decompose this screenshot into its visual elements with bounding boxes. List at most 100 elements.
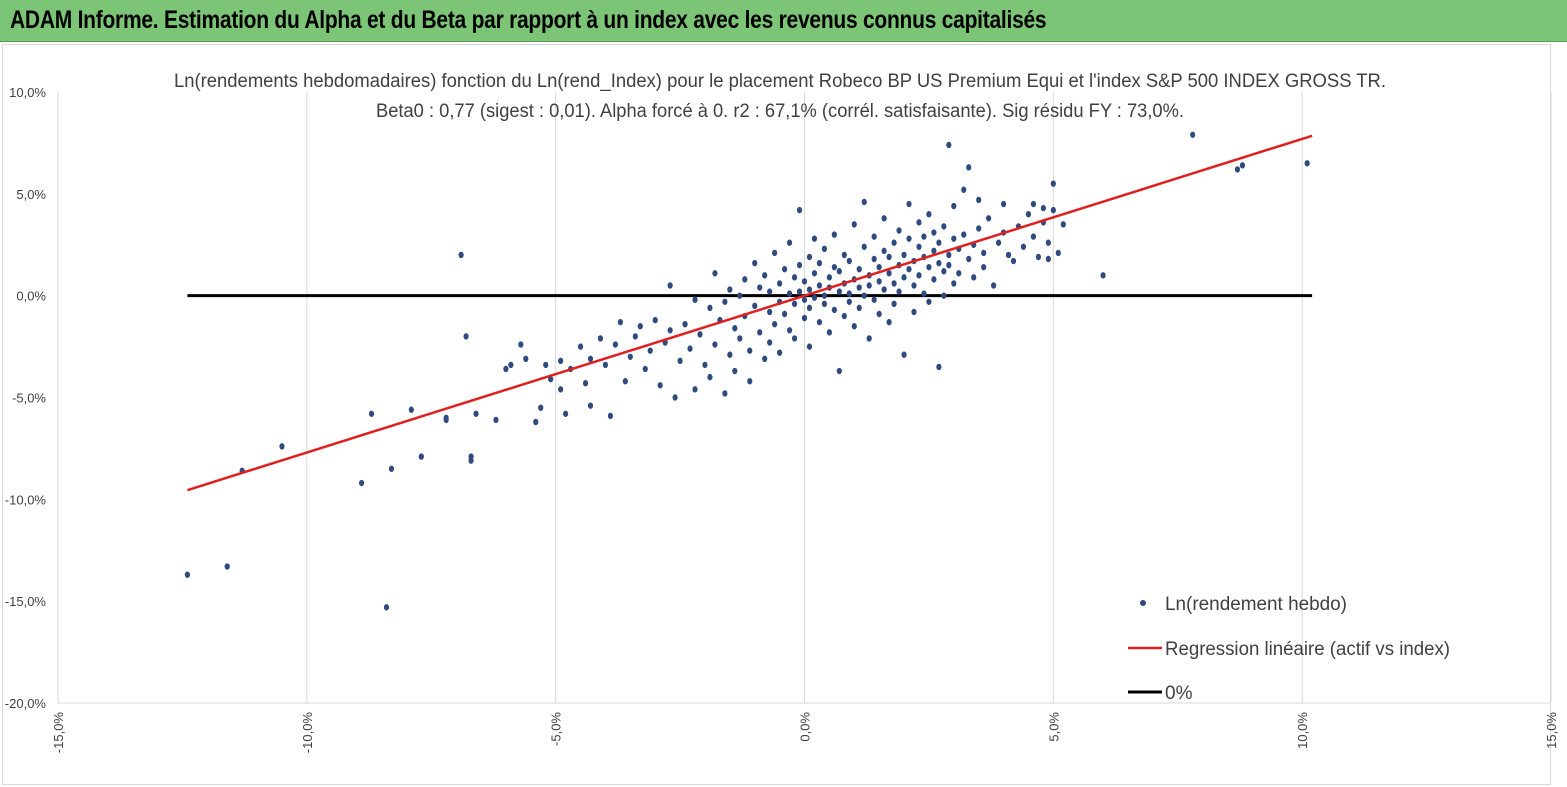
data-point-156	[891, 239, 897, 246]
data-point-186	[941, 223, 947, 230]
data-point-32	[587, 355, 594, 363]
data-point-71	[742, 276, 748, 283]
data-point-224	[1050, 180, 1056, 187]
regression-line	[187, 134, 1313, 492]
data-point-145	[871, 233, 877, 240]
data-point-147	[876, 263, 882, 271]
data-point-35	[602, 361, 609, 369]
data-point-206	[986, 215, 992, 222]
data-point-165	[906, 235, 912, 242]
data-point-174	[921, 290, 927, 297]
data-point-170	[916, 243, 922, 250]
data-point-107	[811, 270, 818, 277]
data-point-211	[1005, 251, 1012, 259]
data-point-48	[667, 282, 673, 289]
data-point-77	[757, 329, 763, 336]
data-point-19	[508, 361, 514, 369]
data-point-216	[1030, 233, 1037, 240]
y-tick-labels: 10,0% 5,0% 0,0% -5,0% -10,0% -15,0% -20,0%	[5, 85, 47, 711]
data-point-142	[866, 282, 872, 289]
data-point-103	[806, 253, 813, 261]
data-point-143	[871, 255, 877, 263]
data-point-120	[831, 306, 837, 314]
data-point-201	[971, 274, 977, 281]
chart-subtitle: Beta0 : 0,77 (sigest : 0,01). Alpha forc…	[376, 101, 1184, 122]
data-point-93	[786, 239, 793, 246]
data-point-13	[463, 333, 469, 340]
data-point-15	[468, 453, 474, 460]
data-point-181	[931, 229, 937, 236]
data-point-3	[279, 443, 285, 450]
data-point-161	[901, 251, 907, 259]
data-point-207	[991, 282, 997, 289]
data-point-159	[896, 227, 902, 234]
data-point-134	[856, 284, 862, 291]
data-point-106	[806, 343, 813, 350]
data-point-149	[881, 247, 887, 255]
data-point-95	[791, 300, 798, 308]
data-point-27	[558, 386, 564, 393]
data-point-187	[941, 292, 947, 299]
x-tick-label-4: 5,0%	[1046, 712, 1061, 742]
regression-layer	[187, 134, 1313, 492]
data-point-96	[791, 335, 798, 342]
chart-title: Ln(rendements hebdomadaires) fonction du…	[174, 71, 1386, 92]
data-point-37	[612, 341, 618, 348]
data-point-157	[891, 300, 897, 308]
data-point-56	[697, 331, 703, 338]
data-point-109	[811, 235, 818, 242]
data-point-100	[801, 314, 808, 322]
data-point-50	[672, 394, 678, 401]
gridlines	[57, 92, 1552, 703]
data-point-57	[702, 361, 708, 369]
data-point-74	[747, 347, 753, 354]
data-point-24	[543, 361, 549, 369]
y-tick-label-5: -15,0%	[5, 594, 47, 609]
data-point-218	[1035, 253, 1042, 261]
data-point-31	[582, 380, 589, 387]
data-point-160	[896, 288, 902, 295]
data-point-89	[781, 265, 788, 273]
data-point-208	[995, 239, 1002, 246]
data-point-4	[358, 479, 365, 487]
data-point-33	[587, 402, 594, 409]
data-point-78	[757, 284, 763, 291]
data-point-38	[617, 318, 623, 326]
data-point-178	[926, 298, 932, 305]
data-point-81	[767, 308, 773, 316]
data-point-223	[1050, 206, 1056, 214]
data-point-102	[801, 296, 808, 303]
data-point-11	[443, 416, 449, 424]
x-tick-label-6: 15,0%	[1544, 712, 1559, 749]
data-point-5	[368, 410, 375, 417]
data-point-75	[752, 259, 758, 267]
data-point-195	[956, 270, 962, 277]
y-tick-label-3: -5,0%	[12, 391, 46, 406]
data-point-61	[712, 341, 718, 348]
data-point-104	[806, 286, 813, 293]
data-point-16	[473, 410, 479, 417]
data-point-169	[911, 308, 917, 316]
data-point-30	[577, 343, 584, 350]
data-point-221	[1045, 239, 1051, 246]
data-point-167	[911, 282, 917, 289]
data-point-122	[836, 288, 842, 295]
data-point-198	[966, 255, 972, 263]
data-point-135	[856, 265, 862, 273]
data-point-67	[732, 325, 738, 332]
data-point-84	[772, 249, 778, 257]
x-tick-label-0: -15,0%	[51, 712, 66, 754]
data-point-153	[886, 318, 892, 326]
data-point-228	[1190, 131, 1196, 138]
data-point-41	[632, 333, 638, 340]
data-point-138	[861, 292, 867, 299]
data-point-52	[682, 320, 688, 328]
data-point-132	[851, 323, 857, 330]
data-point-94	[791, 274, 798, 281]
data-point-123	[836, 367, 842, 375]
y-tick-label-6: -20,0%	[5, 696, 47, 711]
x-tick-label-2: -5,0%	[549, 712, 564, 746]
data-point-113	[821, 292, 828, 299]
y-tick-label-1: 5,0%	[16, 187, 46, 202]
